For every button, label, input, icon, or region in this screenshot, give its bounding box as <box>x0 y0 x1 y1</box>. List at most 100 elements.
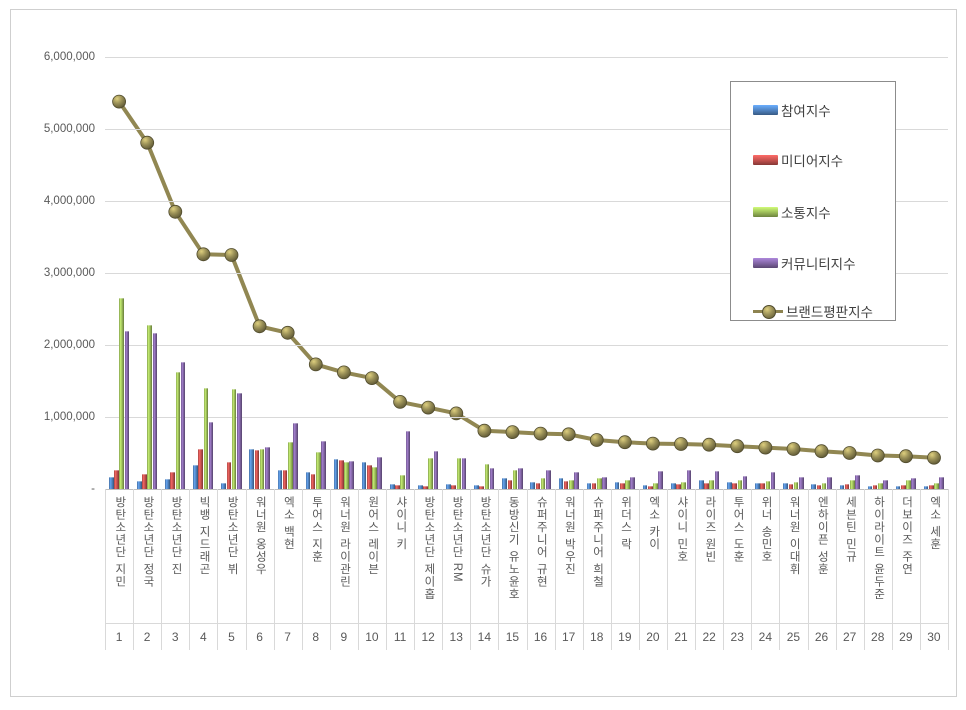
media-index-bar <box>395 484 400 489</box>
rank-label: 3 <box>171 630 179 644</box>
category-divider <box>273 489 275 650</box>
category-name-cell: 방탄소년단 지민 <box>105 496 133 620</box>
community-index-bar <box>714 471 720 489</box>
media-index-bar <box>619 483 625 489</box>
community-swatch-icon <box>753 258 778 268</box>
participation-index-bar <box>418 485 423 489</box>
category-name-cell: 투어스 지훈 <box>302 496 330 620</box>
participation-index-bar <box>305 471 311 489</box>
brand-index-marker <box>842 446 857 460</box>
rank-label: 25 <box>786 630 801 644</box>
media-index-bar <box>226 461 232 489</box>
brand-index-marker <box>927 450 941 465</box>
legend-label: 브랜드평판지수 <box>786 305 873 320</box>
brand-index-marker <box>336 365 351 380</box>
participation-index-bar <box>249 448 255 489</box>
legend-item-participation: 참여지수 <box>753 100 831 120</box>
rank-label: 7 <box>284 630 291 644</box>
community-index-bar <box>152 332 158 489</box>
brand-index-marker <box>505 425 520 440</box>
category-name-label: 엑소 카이 <box>647 496 660 551</box>
community-index-bar <box>574 471 579 489</box>
community-index-bar <box>236 393 242 489</box>
media-index-bar <box>732 482 737 489</box>
category-divider <box>357 489 359 650</box>
communication-index-bar <box>597 478 602 489</box>
category-name-cell: 방탄소년단 RM <box>442 496 470 620</box>
category-name-label: 투어스 지훈 <box>310 496 323 563</box>
participation-index-bar <box>502 478 507 489</box>
category-name-cell: 더보이즈 주연 <box>892 496 920 620</box>
category-name-cell: 엑소 세훈 <box>920 496 948 620</box>
communication-index-bar <box>906 480 911 489</box>
communication-index-bar <box>709 479 715 489</box>
y-axis-tick-label: 6,000,000 <box>43 51 95 63</box>
community-index-bar <box>770 471 776 489</box>
rank-label: 15 <box>505 630 520 644</box>
category-divider <box>807 489 809 650</box>
y-gridline <box>105 57 948 58</box>
category-divider <box>133 489 135 650</box>
community-index-bar <box>602 477 607 489</box>
brand-index-marker <box>308 357 323 372</box>
community-index-bar <box>798 477 804 489</box>
community-index-bar <box>405 430 411 489</box>
brand-index-marker <box>168 204 183 219</box>
participation-index-bar <box>221 482 226 489</box>
community-index-bar <box>489 468 495 489</box>
media-index-bar <box>310 473 316 489</box>
category-divider <box>948 489 949 650</box>
communication-swatch-icon <box>753 207 778 217</box>
community-index-bar <box>349 460 354 489</box>
brand-index-marker <box>364 371 379 386</box>
communication-index-bar <box>231 388 237 489</box>
category-name-label: 엑소 백현 <box>282 496 295 551</box>
y-gridline <box>105 129 948 130</box>
category-name-cell: 원어스 레이븐 <box>358 496 386 620</box>
communication-index-bar <box>512 469 518 489</box>
participation-index-bar <box>699 480 704 489</box>
category-divider <box>554 489 556 650</box>
participation-index-bar <box>193 465 198 489</box>
participation-index-bar <box>811 483 817 489</box>
communication-index-bar <box>625 480 630 489</box>
communication-index-bar <box>287 442 293 489</box>
participation-index-bar <box>783 482 788 489</box>
y-gridline <box>105 417 948 418</box>
category-name-cell: 하이라이트 윤두준 <box>864 496 892 620</box>
rank-label: 11 <box>393 630 407 644</box>
brand-index-marker <box>196 247 211 262</box>
media-index-bar <box>760 483 766 489</box>
brand-index-marker <box>477 423 492 438</box>
participation-index-bar <box>755 482 760 489</box>
category-name-label: 더보이즈 주연 <box>900 496 913 576</box>
category-divider <box>610 489 612 650</box>
category-name-cell: 세븐틴 민규 <box>836 496 864 620</box>
category-name-label: 엔하이픈 성훈 <box>816 496 829 576</box>
rank-label: 4 <box>200 630 207 644</box>
participation-index-bar <box>895 486 901 489</box>
participation-index-bar <box>389 483 395 489</box>
communication-index-bar <box>372 466 377 489</box>
community-index-bar <box>265 447 270 489</box>
rank-label: 5 <box>228 630 235 644</box>
brand-index-line-layer <box>112 94 941 465</box>
media-index-bar <box>816 484 822 489</box>
brand-index-marker <box>224 248 239 262</box>
communication-index-bar <box>456 458 462 489</box>
category-name-cell: 워너원 박우진 <box>555 496 583 620</box>
category-divider <box>695 489 697 650</box>
media-index-bar <box>535 482 541 489</box>
community-index-bar <box>321 440 326 489</box>
category-name-cell: 방탄소년단 슈가 <box>470 496 498 620</box>
legend-item-community: 커뮤니티지수 <box>753 253 856 273</box>
category-name-label: 방탄소년단 정국 <box>141 496 154 588</box>
legend-label: 소통지수 <box>781 206 831 221</box>
rank-label: 6 <box>256 630 263 644</box>
category-name-cell: 샤이니 키 <box>386 496 414 620</box>
category-name-label: 투어스 도훈 <box>731 496 744 563</box>
brand-index-marker <box>421 400 436 415</box>
category-name-cell: 방탄소년단 뷔 <box>217 496 245 620</box>
community-index-bar <box>911 478 916 489</box>
